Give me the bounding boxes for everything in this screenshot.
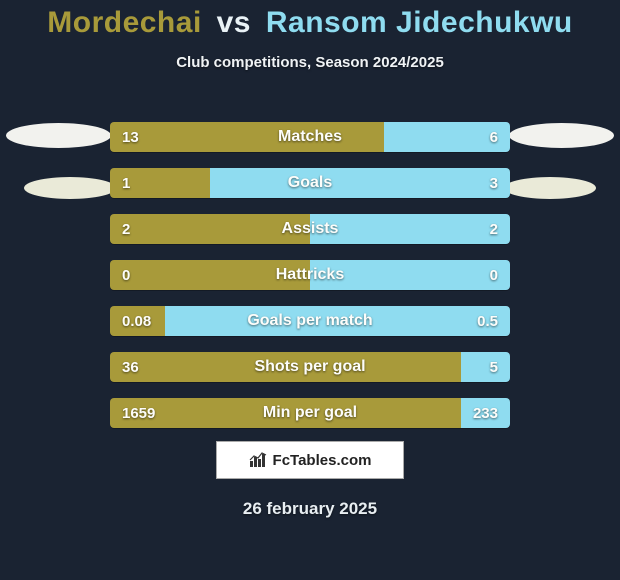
player1-bar bbox=[110, 214, 310, 244]
stat-row: 22Assists bbox=[110, 214, 510, 244]
subtitle: Club competitions, Season 2024/2025 bbox=[0, 54, 620, 71]
stat-row: 1659233Min per goal bbox=[110, 398, 510, 428]
player2-badge-top bbox=[509, 123, 614, 148]
player1-name: Mordechai bbox=[47, 6, 202, 39]
page-title: Mordechai vs Ransom Jidechukwu bbox=[0, 6, 620, 40]
player2-bar bbox=[165, 306, 510, 336]
player2-bar bbox=[461, 352, 510, 382]
player1-bar bbox=[110, 168, 210, 198]
player2-bar bbox=[461, 398, 510, 428]
player2-bar bbox=[310, 214, 510, 244]
chart-icon bbox=[249, 452, 267, 468]
stat-row: 13Goals bbox=[110, 168, 510, 198]
stat-row: 136Matches bbox=[110, 122, 510, 152]
player1-bar bbox=[110, 260, 310, 290]
player2-bar bbox=[384, 122, 510, 152]
stat-row: 00Hattricks bbox=[110, 260, 510, 290]
watermark-text: FcTables.com bbox=[273, 452, 372, 469]
watermark: FcTables.com bbox=[216, 441, 404, 479]
player2-bar bbox=[310, 260, 510, 290]
comparison-card: Mordechai vs Ransom Jidechukwu Club comp… bbox=[0, 0, 620, 580]
player1-bar bbox=[110, 122, 384, 152]
stat-row: 365Shots per goal bbox=[110, 352, 510, 382]
stat-row: 0.080.5Goals per match bbox=[110, 306, 510, 336]
player2-name: Ransom Jidechukwu bbox=[266, 6, 573, 39]
player1-bar bbox=[110, 306, 165, 336]
stat-rows: 136Matches 13Goals 22Assists 00Hattricks 0.0… bbox=[110, 122, 510, 444]
player2-badge-bottom bbox=[504, 177, 596, 199]
player1-badge-bottom bbox=[24, 177, 116, 199]
date: 26 february 2025 bbox=[0, 499, 620, 519]
player1-bar bbox=[110, 352, 461, 382]
player1-badge-top bbox=[6, 123, 111, 148]
player1-bar bbox=[110, 398, 461, 428]
player2-bar bbox=[210, 168, 510, 198]
vs-text: vs bbox=[217, 6, 251, 39]
